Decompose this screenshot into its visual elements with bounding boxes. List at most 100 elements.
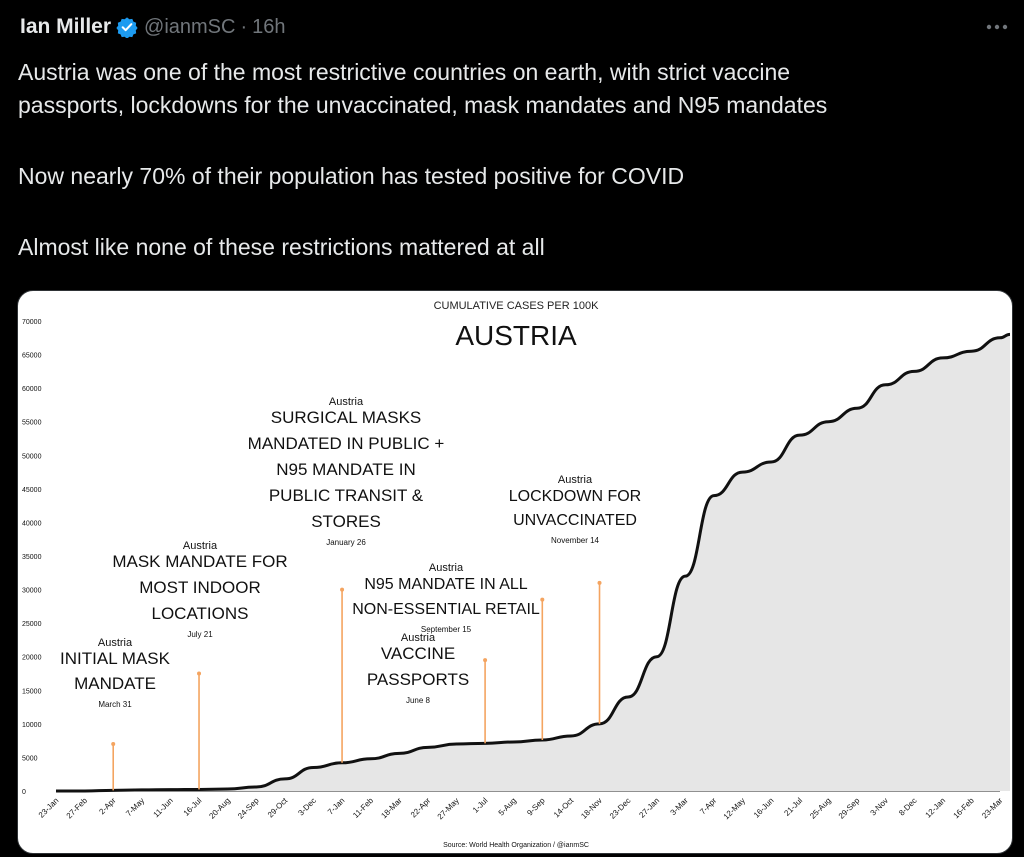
y-tick-label: 65000 — [22, 353, 42, 360]
annotation-text: SURGICAL MASKS — [271, 408, 422, 427]
tweet-text-line-1: Austria was one of the most restrictive … — [18, 59, 791, 85]
tweet-text-line-2: passports, lockdowns for the unvaccinate… — [18, 92, 828, 118]
x-tick-label: 5-Aug — [497, 796, 518, 817]
x-tick-label: 21-Jul — [782, 796, 804, 818]
x-tick-label: 23-Mar — [980, 796, 1005, 821]
x-tick-label: 29-Sep — [837, 796, 862, 821]
annotation-country: Austria — [183, 540, 218, 552]
x-tick-label: 12-Jan — [924, 796, 948, 820]
tweet-text-line-4: Almost like none of these restrictions m… — [18, 234, 545, 260]
y-tick-label: 20000 — [22, 655, 42, 662]
annotation-text: MOST INDOOR — [139, 578, 261, 597]
x-tick-label: 22-Apr — [409, 796, 433, 820]
x-tick-label: 7-May — [124, 796, 146, 818]
y-tick-label: 5000 — [22, 755, 38, 762]
y-tick-label: 25000 — [22, 621, 42, 628]
x-tick-label: 16-Feb — [952, 796, 977, 821]
y-tick-label: 0 — [22, 789, 26, 796]
annotation-marker — [340, 587, 345, 592]
annotation-country: Austria — [558, 474, 593, 486]
more-options-icon[interactable] — [984, 14, 1010, 40]
x-tick-label: 23-Dec — [608, 796, 633, 821]
chart-image[interactable]: CUMULATIVE CASES PER 100K AUSTRIA 0 5000 100… — [17, 290, 1013, 854]
annotation-marker — [597, 580, 602, 585]
x-tick-label: 25-Aug — [808, 796, 833, 821]
x-tick-label: 27-Feb — [65, 796, 90, 821]
y-tick-label: 60000 — [22, 386, 42, 393]
x-tick-label: 18-Mar — [379, 796, 404, 821]
x-tick-label: 9-Sep — [525, 796, 547, 818]
annotation-text: MANDATED IN PUBLIC + — [248, 434, 445, 453]
x-tick-label: 11-Feb — [351, 796, 375, 820]
post-header: Ian Miller @ianmSC · 16h — [20, 12, 286, 42]
annotation-date: January 26 — [326, 538, 366, 547]
series-line — [55, 332, 1011, 793]
annotation-marker — [111, 742, 116, 746]
annotation-text: MANDATE — [74, 674, 156, 693]
annotation-country: Austria — [429, 562, 464, 574]
x-tick-label: 12-May — [722, 796, 747, 821]
chart-supertitle: CUMULATIVE CASES PER 100K — [434, 300, 600, 312]
annotation-country: Austria — [401, 632, 436, 644]
annotation-text: INITIAL MASK — [60, 649, 171, 668]
annotation-text: NON-ESSENTIAL RETAIL — [352, 601, 540, 618]
x-tick-label: 1-Jul — [471, 796, 490, 815]
annotation-text: N95 MANDATE IN ALL — [364, 576, 527, 593]
annotation-text: VACCINE — [381, 644, 455, 663]
x-tick-label: 3-Dec — [296, 796, 317, 817]
y-tick-label: 45000 — [22, 487, 42, 494]
chart-source: Source: World Health Organization / @ian… — [443, 842, 589, 849]
x-tick-label: 7-Jan — [326, 796, 347, 817]
annotation-text: STORES — [311, 512, 381, 531]
x-tick-label: 18-Nov — [579, 796, 604, 821]
annotation-date: September 15 — [421, 625, 472, 634]
cumulative-cases-chart: CUMULATIVE CASES PER 100K AUSTRIA 0 5000 100… — [22, 300, 1011, 849]
annotation-text: UNVACCINATED — [513, 512, 637, 529]
x-tick-label: 14-Oct — [552, 796, 576, 820]
x-tick-label: 23-Jan — [37, 796, 61, 820]
annotation-country: Austria — [98, 637, 133, 649]
annotation-text: LOCATIONS — [152, 604, 249, 623]
x-tick-label: 16-Jun — [752, 796, 776, 820]
annotation-date: March 31 — [98, 700, 132, 709]
x-tick-label: 8-Dec — [897, 796, 918, 817]
annotation-date: November 14 — [551, 536, 600, 545]
x-tick-label: 3-Nov — [869, 796, 890, 817]
x-tick-label: 24-Sep — [236, 796, 261, 821]
annotation-date: June 8 — [406, 696, 431, 705]
annotation-marker — [483, 658, 488, 663]
author-handle[interactable]: @ianmSC — [144, 15, 236, 38]
annotation-text: MASK MANDATE FOR — [112, 552, 287, 571]
y-tick-label: 30000 — [22, 588, 42, 595]
annotation-text: N95 MANDATE IN — [276, 460, 416, 479]
y-tick-label: 35000 — [22, 554, 42, 561]
author-name[interactable]: Ian Miller — [20, 15, 112, 38]
y-tick-label: 15000 — [22, 688, 42, 695]
x-tick-label: 27-May — [436, 796, 461, 821]
series-area — [56, 334, 1011, 791]
annotation-date: July 21 — [187, 630, 213, 639]
tweet-text-line-3: Now nearly 70% of their population has t… — [18, 163, 685, 189]
y-tick-label: 70000 — [22, 319, 42, 326]
annotation-text: LOCKDOWN FOR — [509, 488, 641, 505]
x-tick-label: 7-Apr — [698, 796, 718, 816]
y-tick-label: 50000 — [22, 453, 42, 460]
annotation-country: Austria — [329, 396, 364, 408]
y-tick-label: 10000 — [22, 722, 42, 729]
annotation-marker — [197, 671, 202, 676]
annotation-marker — [540, 597, 545, 602]
x-tick-label: 16-Jul — [182, 796, 204, 818]
annotation-text: PASSPORTS — [367, 670, 469, 689]
y-tick-label: 40000 — [22, 520, 42, 527]
annotation-text: PUBLIC TRANSIT & — [269, 486, 424, 505]
x-tick-label: 2-Apr — [97, 796, 117, 816]
x-tick-label: 11-Jun — [152, 796, 175, 819]
separator-dot: · — [240, 15, 248, 38]
x-tick-label: 3-Mar — [669, 796, 690, 817]
chart-title: AUSTRIA — [455, 320, 577, 351]
verified-badge-icon — [116, 16, 138, 39]
x-tick-label: 20-Aug — [207, 796, 232, 821]
x-tick-label: 27-Jan — [637, 796, 661, 820]
y-tick-label: 55000 — [22, 420, 42, 427]
post-time[interactable]: 16h — [252, 15, 286, 38]
